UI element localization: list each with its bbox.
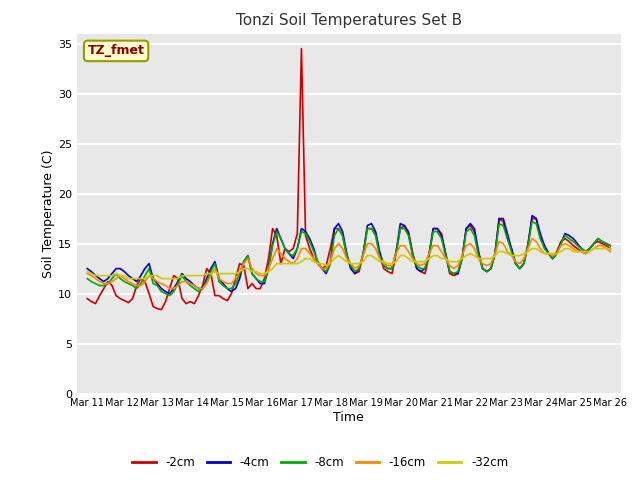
-16cm — [607, 249, 614, 254]
-2cm — [590, 240, 598, 247]
-32cm — [125, 276, 132, 281]
Y-axis label: Soil Temperature (C): Soil Temperature (C) — [42, 149, 55, 278]
-4cm — [301, 228, 309, 234]
-16cm — [541, 251, 548, 256]
Line: -16cm: -16cm — [87, 239, 611, 288]
-8cm — [166, 293, 173, 299]
Line: -4cm: -4cm — [87, 216, 611, 294]
-16cm — [301, 246, 309, 252]
-32cm — [301, 256, 309, 262]
-16cm — [281, 256, 289, 262]
-8cm — [360, 251, 367, 256]
-16cm — [360, 252, 367, 258]
-4cm — [607, 243, 614, 249]
-2cm — [298, 46, 305, 51]
-8cm — [541, 246, 548, 252]
X-axis label: Time: Time — [333, 411, 364, 424]
-8cm — [528, 219, 536, 225]
-4cm — [528, 213, 536, 218]
-16cm — [528, 236, 536, 241]
-4cm — [215, 276, 223, 281]
Line: -2cm: -2cm — [87, 48, 611, 310]
-2cm — [306, 246, 314, 252]
-2cm — [607, 246, 614, 252]
-8cm — [281, 246, 289, 252]
-4cm — [281, 246, 289, 252]
-16cm — [215, 276, 223, 281]
-8cm — [215, 279, 223, 285]
-32cm — [590, 246, 598, 252]
-8cm — [607, 243, 614, 249]
-16cm — [166, 286, 173, 291]
-32cm — [281, 261, 289, 266]
Text: TZ_fmet: TZ_fmet — [88, 44, 145, 58]
-4cm — [541, 243, 548, 249]
-2cm — [541, 243, 548, 249]
-4cm — [83, 266, 91, 272]
-8cm — [301, 231, 309, 237]
-16cm — [83, 271, 91, 276]
-2cm — [83, 296, 91, 301]
-32cm — [83, 269, 91, 275]
-32cm — [541, 251, 548, 256]
-8cm — [590, 240, 598, 247]
-2cm — [215, 293, 223, 299]
-2cm — [157, 307, 165, 312]
-8cm — [83, 276, 91, 281]
-32cm — [607, 246, 614, 252]
-32cm — [528, 246, 536, 252]
-2cm — [281, 246, 289, 252]
-4cm — [590, 240, 598, 247]
-32cm — [215, 271, 223, 276]
-32cm — [360, 259, 367, 264]
-2cm — [364, 226, 371, 231]
Title: Tonzi Soil Temperatures Set B: Tonzi Soil Temperatures Set B — [236, 13, 462, 28]
-4cm — [166, 291, 173, 297]
Line: -32cm: -32cm — [87, 249, 611, 278]
Line: -8cm: -8cm — [87, 222, 611, 296]
-16cm — [590, 246, 598, 252]
-4cm — [360, 251, 367, 256]
Legend: -2cm, -4cm, -8cm, -16cm, -32cm: -2cm, -4cm, -8cm, -16cm, -32cm — [127, 452, 513, 474]
